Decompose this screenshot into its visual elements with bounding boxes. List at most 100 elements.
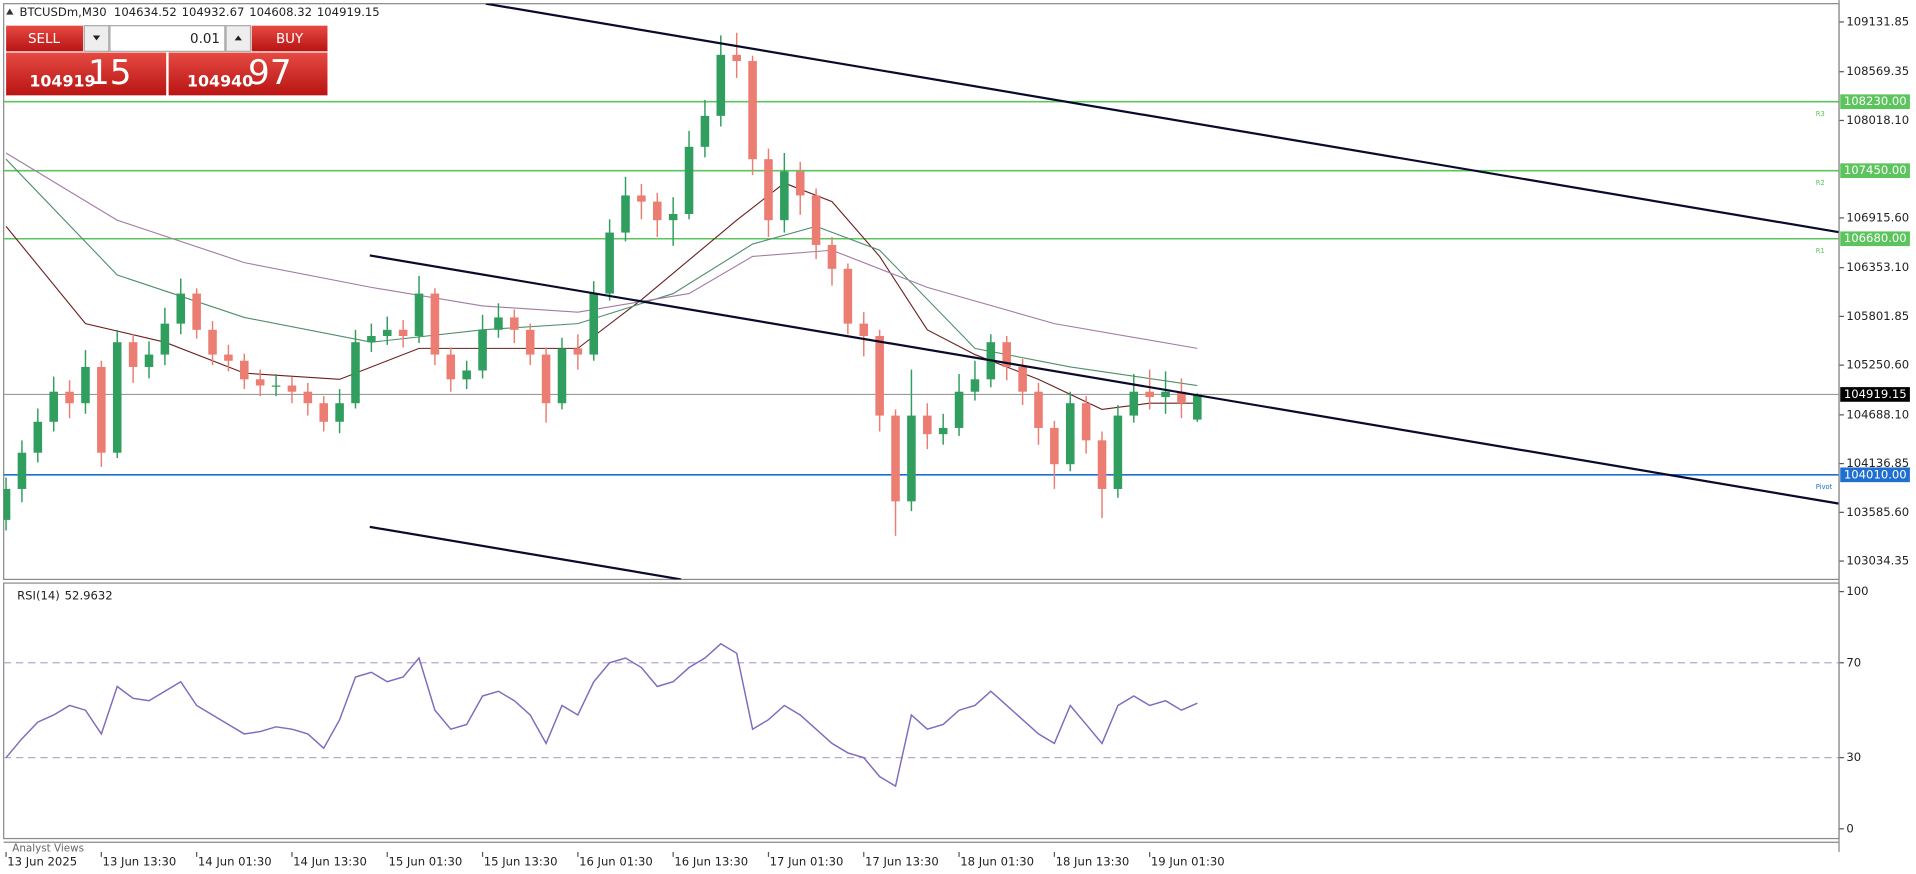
candle-body — [764, 159, 773, 221]
candle-body — [271, 385, 281, 387]
candle-body — [605, 232, 614, 294]
candle-body — [1081, 403, 1091, 441]
candle-body — [255, 379, 265, 386]
candle-body — [49, 391, 58, 422]
y-tick-label: 104136.85 — [1846, 456, 1909, 470]
ask-box[interactable] — [168, 52, 328, 96]
candle-body — [668, 213, 678, 221]
candle-body — [684, 146, 694, 214]
high-value: 104932.67 — [182, 5, 245, 19]
candle-body — [462, 370, 471, 380]
candle-body — [351, 342, 360, 404]
main-plot: R3 R2 R1 Pivot — [3, 3, 1840, 580]
candle-body — [398, 329, 408, 337]
x-tick-label: 14 Jun 13:30 — [293, 854, 367, 868]
level-tag — [1840, 231, 1910, 247]
x-tick-label: 18 Jun 13:30 — [1056, 854, 1130, 868]
trade-panel: SELL 0.01 BUY 104919 15 104940 97 — [6, 25, 328, 96]
y-tick-label: 106915.60 — [1846, 210, 1909, 224]
candle-body — [414, 293, 424, 337]
moving-average — [5, 152, 1198, 349]
level-tag-label: 107450.00 — [1844, 163, 1907, 177]
candle-body — [160, 323, 170, 355]
moving-average — [5, 158, 1198, 387]
collapse-icon[interactable] — [6, 8, 14, 15]
candle-body — [1050, 427, 1059, 465]
candle-body — [430, 293, 440, 355]
candle-body — [541, 354, 551, 404]
y-tick-label: 108569.35 — [1846, 64, 1909, 78]
candle-body — [875, 336, 884, 416]
candle-body — [907, 415, 916, 502]
candle-body — [208, 329, 217, 355]
rsi-value: 52.9632 — [65, 588, 113, 602]
up-arrow — [234, 35, 242, 41]
x-tick-label: 15 Jun 01:30 — [388, 854, 462, 868]
candle-body — [81, 366, 90, 404]
candle-body — [573, 348, 583, 355]
candle-body — [335, 403, 344, 422]
candle-body — [224, 354, 233, 361]
y-tick-label: 103034.35 — [1846, 554, 1909, 568]
y-tick-label: 108018.10 — [1846, 113, 1909, 127]
level-tag-label: 108230.00 — [1844, 94, 1907, 108]
sell-label: SELL — [28, 32, 61, 47]
level-tag — [1840, 467, 1910, 483]
candle-body — [970, 379, 980, 392]
y-tick-label: 109131.85 — [1846, 14, 1909, 28]
analyst-tab[interactable]: Analyst Views — [12, 842, 84, 854]
x-tick-label: 18 Jun 01:30 — [960, 854, 1034, 868]
rsi-plot — [3, 642, 1840, 788]
level-name: R2 — [1816, 179, 1825, 187]
volume-input[interactable] — [109, 25, 226, 52]
candle-body — [827, 244, 837, 269]
candle-body — [795, 171, 805, 196]
candle-body — [843, 268, 853, 324]
candle-body — [716, 54, 726, 116]
x-tick-label: 16 Jun 13:30 — [674, 854, 748, 868]
symbol: BTCUSDm,M30 — [20, 5, 107, 19]
current-price-label: 104919.15 — [1844, 387, 1907, 401]
buy-button[interactable] — [251, 25, 328, 52]
candle-body — [1145, 391, 1154, 398]
y-tick-label: 104688.10 — [1846, 407, 1909, 421]
candle-body — [748, 61, 757, 160]
candle-body — [589, 293, 599, 355]
candle-body — [367, 336, 376, 343]
candle-body — [478, 329, 487, 371]
candle-body — [621, 195, 630, 233]
y-tick-label: 106353.10 — [1846, 260, 1909, 274]
candle-body — [1129, 391, 1139, 416]
level-tag — [1840, 94, 1910, 110]
level-name: Pivot — [1816, 483, 1833, 491]
trendline — [369, 254, 1840, 505]
y-tick-label: 103585.60 — [1846, 505, 1909, 519]
candle-body — [3, 488, 11, 520]
candle-body — [97, 366, 106, 453]
candle-body — [65, 391, 74, 404]
candle-body — [891, 415, 900, 502]
y-tick-label: 0 — [1846, 821, 1853, 835]
x-tick-label: 17 Jun 01:30 — [770, 854, 844, 868]
candle-body — [923, 415, 932, 435]
candle-body — [494, 317, 503, 330]
bid-box[interactable] — [6, 52, 167, 96]
buy-label: BUY — [276, 32, 304, 47]
candle-body — [1065, 403, 1075, 465]
trendline — [369, 525, 682, 580]
y-tick-label: 105250.60 — [1846, 358, 1909, 372]
symbol-header: BTCUSDm,M30 104634.52 104932.67 104608.32 10… — [20, 5, 380, 19]
x-tick-label: 17 Jun 13:30 — [865, 854, 939, 868]
candle-body — [954, 391, 964, 428]
candle-body — [732, 54, 741, 62]
ask-main: 104940 — [187, 71, 253, 90]
sell-button[interactable] — [6, 25, 84, 52]
axes: 109131.85 108569.35 108018.10 106915.60 1063… — [5, 14, 1910, 868]
x-tick-label: 19 Jun 01:30 — [1151, 854, 1225, 868]
candle-body — [1161, 391, 1170, 398]
candle-body — [525, 329, 535, 355]
level-tag — [1840, 163, 1910, 179]
low-value: 104608.32 — [249, 5, 312, 19]
